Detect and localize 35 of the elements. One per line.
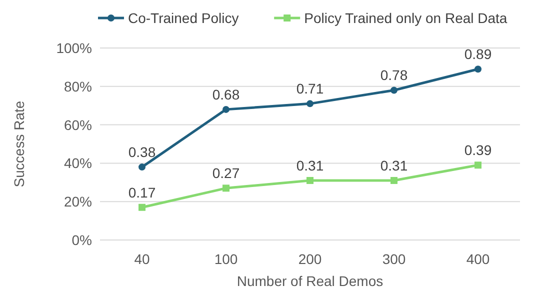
point: [474, 162, 482, 169]
legend-label: Policy Trained only on Real Data: [304, 10, 508, 26]
y-axis-title: Success Rate: [11, 100, 27, 188]
data-label: 0.27: [212, 165, 240, 182]
x-tick-label: 40: [134, 251, 150, 267]
data-label: 0.89: [464, 46, 492, 62]
point: [306, 100, 314, 108]
point: [306, 176, 314, 184]
y-tick-label: 80%: [64, 78, 92, 94]
x-tick-label: 200: [298, 251, 322, 267]
data-label: 0.78: [380, 67, 408, 84]
x-axis-title: Number of Real Demos: [236, 273, 384, 289]
data-label: 0.17: [128, 184, 156, 200]
y-tick-label: 0%: [72, 232, 92, 248]
data-label: 0.71: [296, 80, 324, 97]
point: [390, 86, 398, 94]
point: [222, 184, 230, 192]
data-label: 0.39: [464, 142, 492, 158]
x-tick-label: 300: [382, 251, 406, 267]
point: [138, 164, 146, 171]
y-tick-label: 60%: [64, 116, 92, 133]
data-label: 0.31: [296, 157, 324, 174]
y-tick-label: 40%: [64, 155, 92, 172]
data-label: 0.68: [212, 86, 240, 102]
point: [138, 204, 146, 211]
legend-label: Co-Trained Policy: [128, 10, 239, 26]
y-tick-label: 100%: [56, 40, 92, 56]
point: [474, 66, 482, 73]
data-label: 0.31: [380, 157, 408, 174]
x-tick-label: 100: [214, 251, 238, 267]
x-tick-label: 400: [466, 251, 490, 267]
data-label: 0.38: [128, 144, 156, 160]
point: [390, 176, 398, 184]
y-tick-label: 20%: [64, 194, 92, 210]
point: [222, 106, 230, 113]
